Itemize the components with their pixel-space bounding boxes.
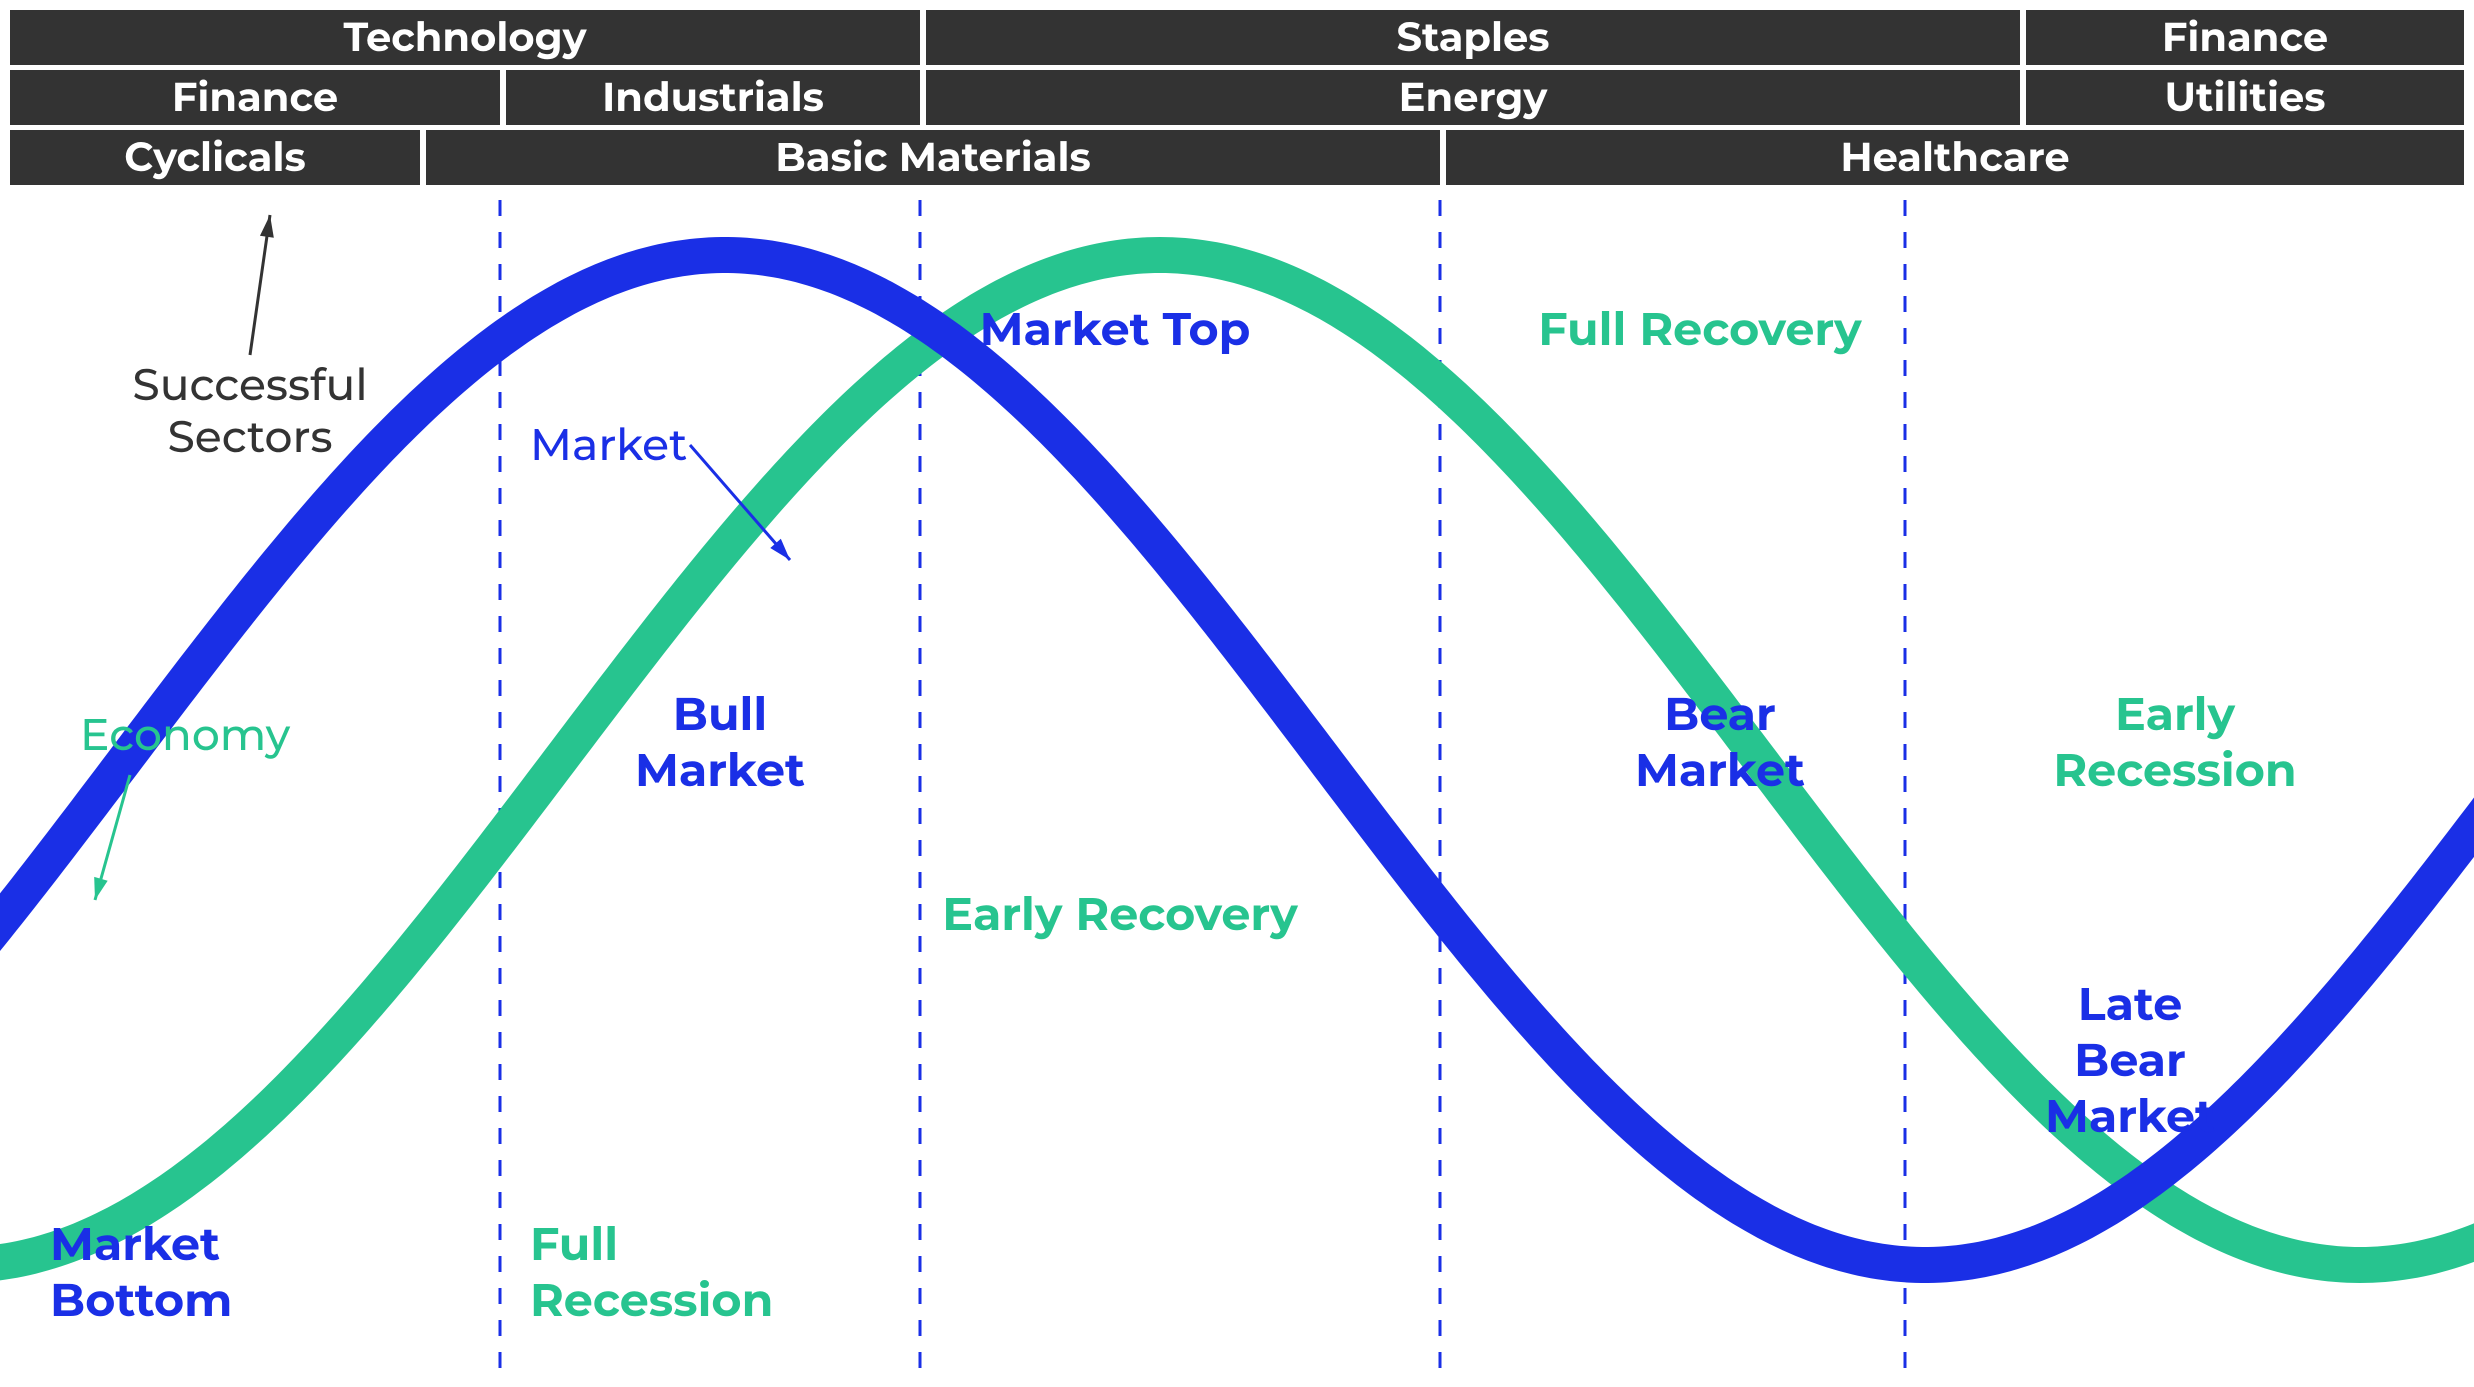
economy-legend: Economy (80, 708, 291, 762)
sector-label: Finance (172, 73, 338, 122)
bull-market-l1: Bull (673, 685, 767, 742)
market-legend: Market (530, 418, 687, 472)
successful-sectors-arrow-head (260, 215, 274, 238)
early-recession-l1: Early (2115, 685, 2236, 742)
late-bear-l1: Late (2078, 975, 2183, 1032)
early-recovery: Early Recovery (942, 885, 1298, 942)
sector-label: Basic Materials (775, 133, 1090, 182)
chart-svg: Technology Staples Finance Finance Industria… (0, 0, 2474, 1387)
sector-label: Energy (1399, 73, 1549, 122)
full-recovery: Full Recovery (1538, 300, 1862, 357)
market-bottom-l2: Bottom (50, 1271, 232, 1328)
diagram-canvas: Technology Staples Finance Finance Industria… (0, 0, 2474, 1387)
sector-label: Industrials (602, 73, 824, 122)
late-bear-l2: Bear (2074, 1031, 2186, 1088)
bear-market-l2: Market (1635, 741, 1805, 798)
success-l2: Sectors (167, 410, 332, 464)
sector-label: Healthcare (1840, 133, 2069, 182)
sector-label: Utilities (2165, 73, 2326, 122)
sector-label: Staples (1397, 13, 1550, 62)
market-bottom-l1: Market (50, 1215, 220, 1272)
success-l1: Successful (132, 358, 367, 412)
bull-market-l2: Market (635, 741, 805, 798)
full-recession-l1: Full (530, 1215, 618, 1272)
sector-label: Finance (2162, 13, 2328, 62)
late-bear-l3: Market (2045, 1087, 2215, 1144)
economy-arrow-head (94, 877, 107, 900)
full-recession-l2: Recession (530, 1271, 773, 1328)
sector-label: Cyclicals (124, 133, 305, 182)
sector-label: Technology (343, 13, 587, 62)
bear-market-l1: Bear (1664, 685, 1776, 742)
early-recession-l2: Recession (2053, 741, 2296, 798)
market-top: Market Top (980, 300, 1251, 357)
